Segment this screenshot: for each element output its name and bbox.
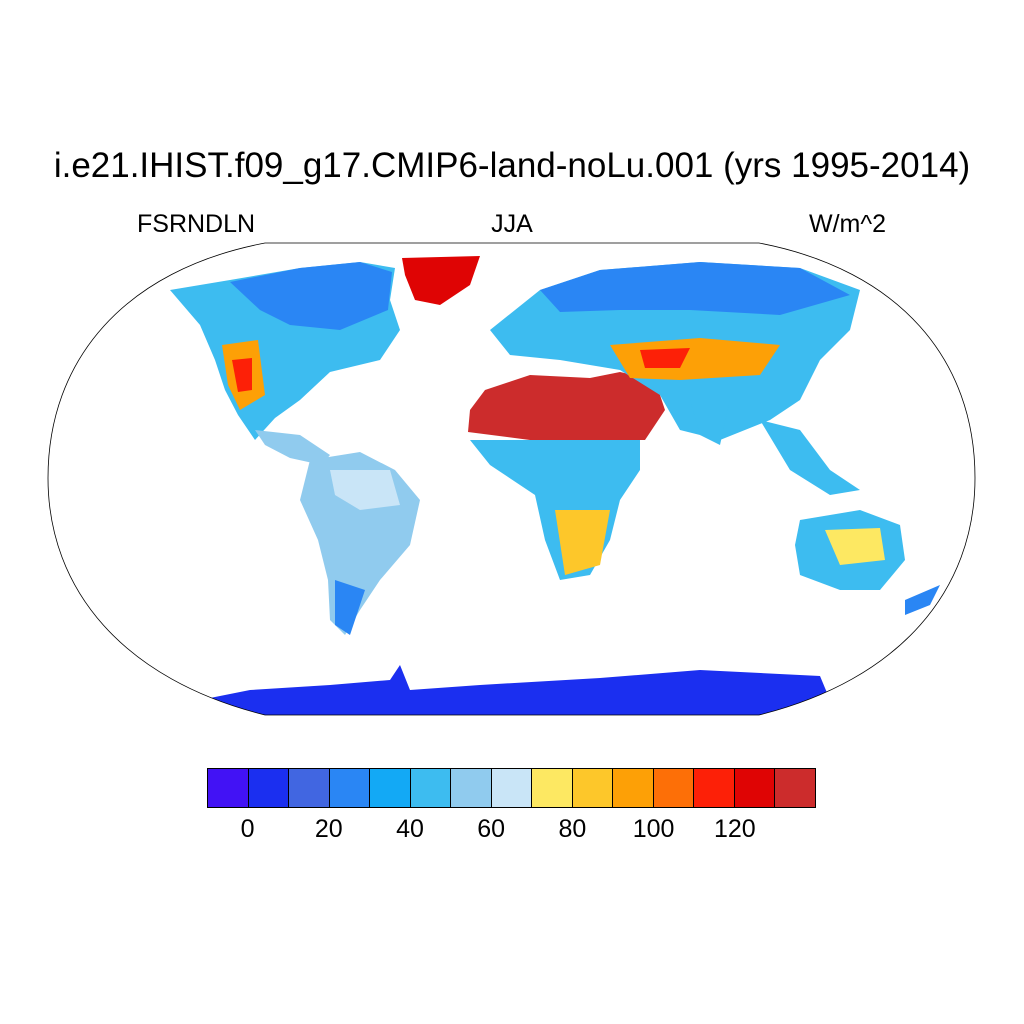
colorbar-tick-label: 20 [314, 815, 343, 843]
india [690, 400, 730, 445]
colorbar-box [207, 768, 249, 808]
colorbar-box [531, 768, 573, 808]
australia-interior [825, 528, 885, 565]
central-asia-core [640, 348, 690, 368]
colorbar-tick-label: 80 [558, 815, 587, 843]
plot-title: i.e21.IHIST.f09_g17.CMIP6-land-noLu.001 … [53, 146, 971, 185]
season-label: JJA [491, 210, 533, 238]
southeast-asia [760, 420, 860, 495]
colorbar-box [369, 768, 411, 808]
greenland [402, 256, 480, 305]
colorbar-tick-label: 60 [477, 815, 506, 843]
south-america-amazon [330, 470, 400, 510]
colorbar-box [733, 768, 776, 808]
colorbar-tick-label: 40 [396, 815, 424, 843]
south-america-south [335, 580, 365, 635]
colorbar-tick-label: 100 [632, 815, 675, 843]
central-asia-desert [610, 338, 780, 380]
colorbar-tick-label: 0 [240, 815, 255, 843]
central-america [255, 430, 330, 465]
units-label: W/m^2 [808, 210, 886, 238]
north-america-canada [230, 262, 392, 330]
colorbar-box [409, 768, 452, 808]
eurasia-north [540, 262, 850, 315]
colorbar-tick-label: 120 [713, 815, 756, 843]
north-america-southwest-core [232, 358, 252, 392]
africa-southern [555, 510, 610, 575]
colorbar-box [288, 768, 330, 808]
colorbar-box [693, 768, 735, 808]
colorbar [207, 768, 816, 808]
colorbar-box [490, 768, 533, 808]
colorbar-box [247, 768, 290, 808]
colorbar-box [328, 768, 371, 808]
colorbar-box [612, 768, 654, 808]
map-outline [47, 242, 976, 716]
sahara-arabia [468, 372, 665, 440]
antarctica [200, 665, 830, 715]
colorbar-box [652, 768, 695, 808]
colorbar-box [571, 768, 614, 808]
colorbar-box [774, 768, 816, 808]
new-zealand [905, 585, 940, 615]
colorbar-box [450, 768, 492, 808]
variable-label: FSRNDLN [137, 210, 256, 238]
colorbar-labels: 0 20 40 60 80 100 120 [0, 815, 1024, 855]
